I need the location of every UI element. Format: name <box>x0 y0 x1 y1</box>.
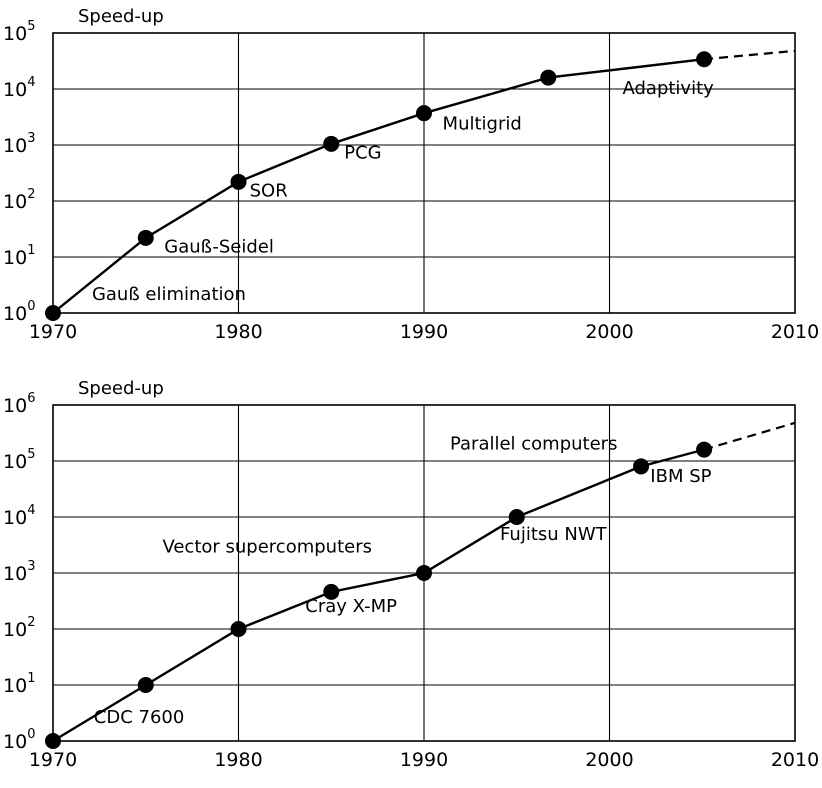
x-tick-label: 1990 <box>400 749 448 771</box>
y-axis-label: Speed-up <box>78 6 164 27</box>
data-point <box>508 509 525 525</box>
data-point <box>416 565 432 581</box>
chart-2: 1970 1980 1990 2000 201010010110210310410510… <box>3 378 819 771</box>
annotation-label: Parallel computers <box>450 434 617 455</box>
extrapolation-line <box>703 421 796 451</box>
y-tick-exponent: 5 <box>27 447 35 462</box>
data-point <box>696 51 713 68</box>
series-line <box>52 448 705 743</box>
plot-frame <box>52 404 796 742</box>
x-tick-label: 2010 <box>771 749 819 771</box>
x-tick-label: 2000 <box>585 749 633 771</box>
annotation-label: Adaptivity <box>622 78 714 99</box>
data-point <box>45 733 61 749</box>
x-tick-label: 1970 <box>29 749 77 771</box>
x-tick-label: 1970 <box>29 321 77 343</box>
extrapolation-line <box>704 49 796 61</box>
y-tick-exponent: 5 <box>27 19 35 34</box>
annotation-label: PCG <box>344 143 381 164</box>
y-tick-exponent: 4 <box>27 75 35 90</box>
y-tick-label: 104 <box>3 503 35 529</box>
y-tick-exponent: 0 <box>27 299 35 314</box>
y-tick-label: 103 <box>3 131 35 157</box>
x-tick-label: 1990 <box>400 321 448 343</box>
y-tick-exponent: 2 <box>27 615 35 630</box>
annotation-label: Gauß elimination <box>92 284 246 305</box>
y-tick-exponent: 1 <box>27 243 35 258</box>
plot-frame <box>52 32 796 314</box>
x-tick-label: 2010 <box>771 321 819 343</box>
y-tick-label: 104 <box>3 75 35 101</box>
y-tick-exponent: 3 <box>27 131 35 146</box>
series-line <box>52 58 705 314</box>
x-tick-label: 2000 <box>585 321 633 343</box>
y-tick-exponent: 2 <box>27 187 35 202</box>
annotation-label: Multigrid <box>443 113 522 134</box>
data-point <box>323 583 340 600</box>
data-point <box>416 105 432 122</box>
y-tick-label: 102 <box>3 615 35 641</box>
y-tick-label: 101 <box>3 243 35 269</box>
x-tick-label: 1980 <box>214 321 262 343</box>
y-tick-label: 106 <box>3 391 35 417</box>
y-tick-exponent: 6 <box>27 391 35 406</box>
data-point <box>540 69 557 86</box>
data-point <box>230 621 247 637</box>
data-point <box>137 677 154 693</box>
x-tick-label: 1980 <box>214 749 262 771</box>
data-point <box>45 305 61 321</box>
annotation-label: Fujitsu NWT <box>500 524 608 545</box>
y-tick-label: 105 <box>3 447 35 473</box>
y-tick-exponent: 1 <box>27 671 35 686</box>
data-point <box>696 441 713 458</box>
annotation-label: SOR <box>250 181 288 202</box>
y-tick-label: 105 <box>3 19 35 45</box>
y-tick-label: 103 <box>3 559 35 585</box>
data-point <box>323 135 340 152</box>
data-point <box>137 229 154 246</box>
y-tick-exponent: 4 <box>27 503 35 518</box>
annotation-label: IBM SP <box>650 466 711 487</box>
annotation-label: Gauß-Seidel <box>164 237 274 258</box>
data-point <box>230 173 247 190</box>
data-point <box>633 458 650 475</box>
y-tick-label: 101 <box>3 671 35 697</box>
annotation-label: Vector supercomputers <box>162 537 372 558</box>
y-tick-label: 102 <box>3 187 35 213</box>
annotation-label: Cray X-MP <box>305 596 397 617</box>
annotation-label: CDC 7600 <box>94 707 185 728</box>
y-axis-label: Speed-up <box>78 378 164 399</box>
y-tick-exponent: 0 <box>27 727 35 742</box>
y-tick-exponent: 3 <box>27 559 35 574</box>
